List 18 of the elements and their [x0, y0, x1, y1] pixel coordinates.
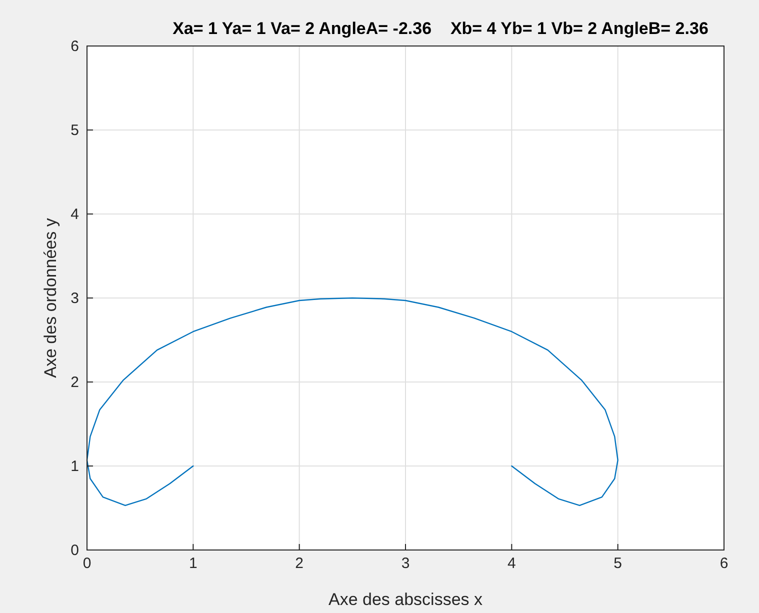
y-tick-label: 6	[70, 38, 79, 55]
x-tick-label: 4	[507, 555, 516, 572]
y-tick-label: 1	[70, 458, 79, 475]
chart-title: Xa= 1 Ya= 1 Va= 2 AngleA= -2.36 Xb= 4 Yb= 1 Vb= 2 AngleB= 2.36	[172, 19, 708, 38]
y-tick-label: 5	[70, 122, 79, 139]
x-tick-label: 6	[720, 555, 728, 572]
x-tick-label: 1	[188, 555, 198, 572]
x-tick-label: 0	[82, 555, 92, 572]
x-tick-label: 3	[401, 555, 410, 572]
line-series	[86, 297, 618, 506]
x-tick-label: 2	[295, 555, 304, 572]
x-tick-label: 5	[614, 555, 622, 572]
y-axis-title: Axe des ordonnées y	[41, 218, 60, 378]
y-tick-label: 4	[70, 206, 79, 223]
x-axis-title: Axe des abscisses x	[328, 590, 484, 609]
y-tick-label: 0	[70, 542, 79, 559]
y-tick-label: 3	[70, 290, 79, 307]
y-tick-label: 2	[70, 374, 79, 391]
